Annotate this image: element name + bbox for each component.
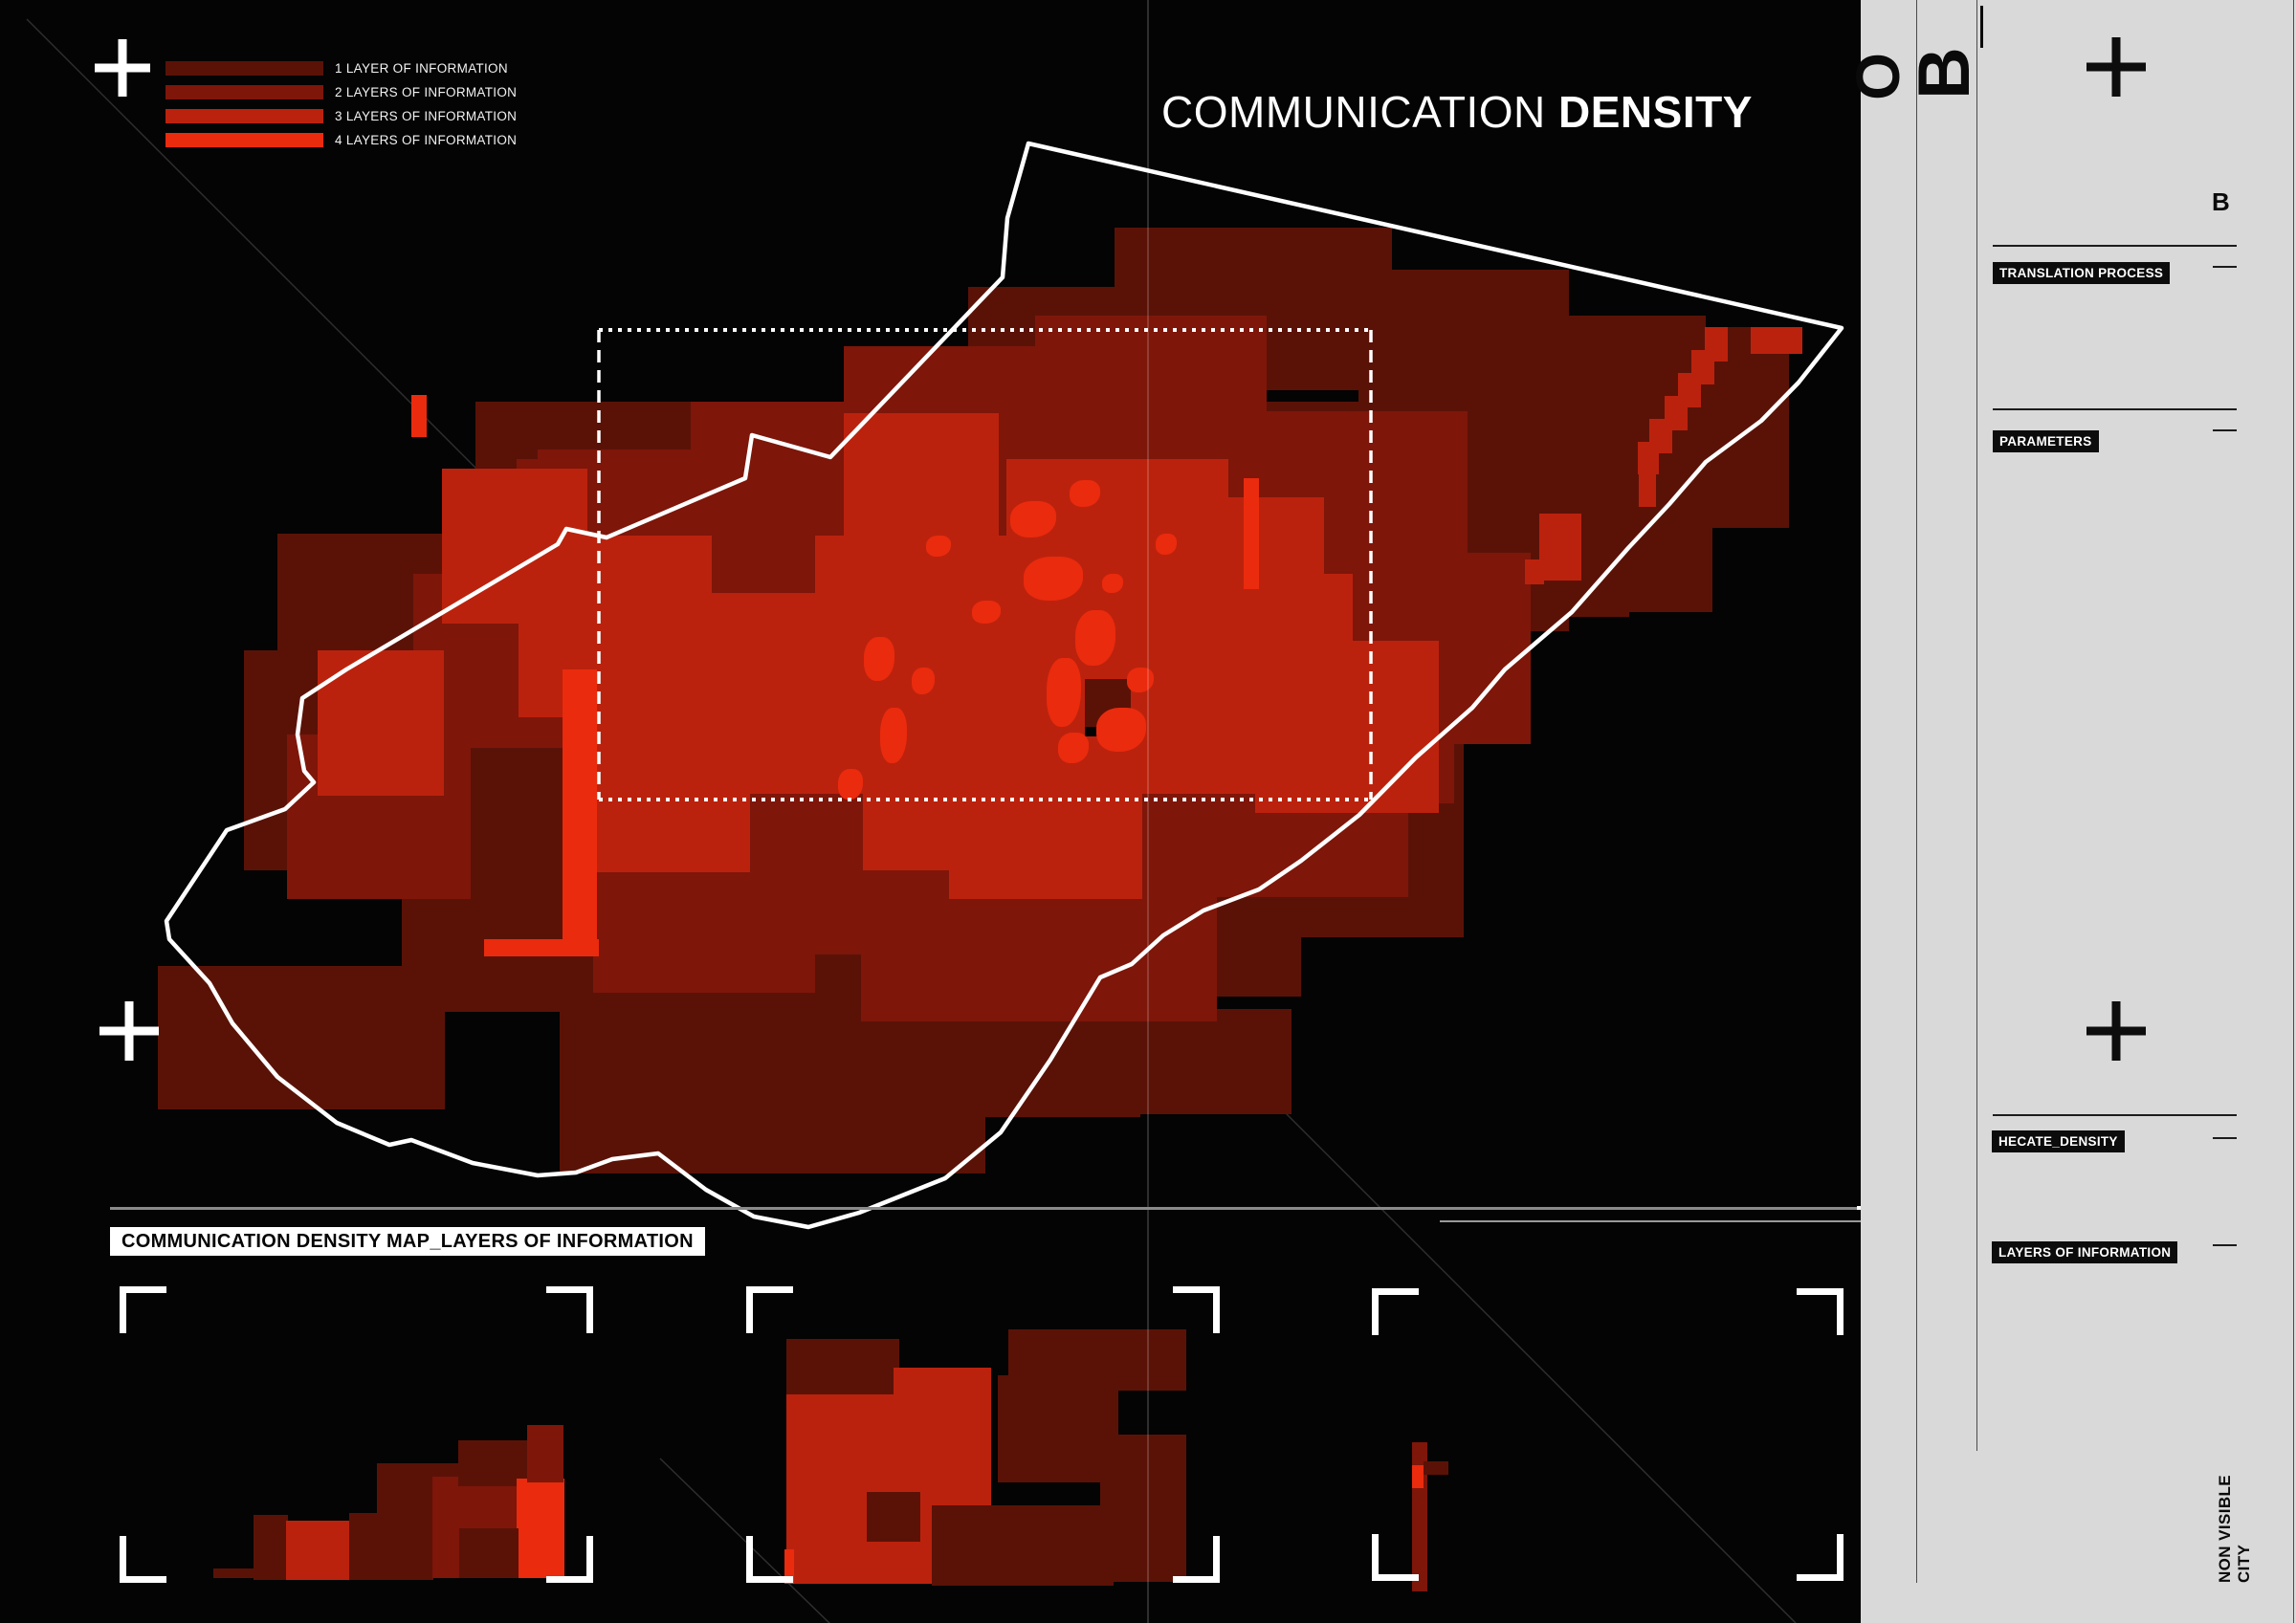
vertical-caption: NON VISIBLE CITY xyxy=(2216,1475,2255,1583)
bracket-corner-icon xyxy=(1372,1534,1419,1581)
legend-item: 2 LAYERS OF INFORMATION xyxy=(166,85,517,99)
legend-swatch xyxy=(166,85,323,99)
registration-cross-top-left xyxy=(95,39,150,97)
legend-swatch xyxy=(166,109,323,123)
density-block xyxy=(563,669,597,949)
bracket-corner-icon xyxy=(546,1536,593,1583)
density-block xyxy=(729,612,932,794)
registration-cross-left xyxy=(99,1001,159,1061)
footer-rule xyxy=(110,1207,1857,1210)
density-block xyxy=(1255,641,1439,813)
sidebar-label-hecate-density: HECATE_DENSITY xyxy=(1992,1130,2125,1152)
legend-label: 4 LAYERS OF INFORMATION xyxy=(335,133,518,147)
density-block xyxy=(411,395,427,437)
density-block xyxy=(1371,333,1419,362)
density-block xyxy=(1100,1009,1292,1114)
index-dash xyxy=(2213,266,2237,268)
legend-label: 3 LAYERS OF INFORMATION xyxy=(335,109,518,123)
minimap-block xyxy=(1424,1461,1448,1475)
index-dash xyxy=(2213,1244,2237,1246)
vertical-caption-line: NON VISIBLE xyxy=(2216,1474,2234,1583)
legend-item: 1 LAYER OF INFORMATION xyxy=(166,61,517,76)
density-block xyxy=(949,736,1142,899)
legend-label: 2 LAYERS OF INFORMATION xyxy=(335,85,518,99)
sidebar-label-parameters: PARAMETERS xyxy=(1993,430,2099,452)
section-label: COMMUNICATION DENSITY MAP_LAYERS OF INFO… xyxy=(110,1227,705,1256)
legend: 1 LAYER OF INFORMATION 2 LAYERS OF INFORM… xyxy=(166,61,517,147)
registration-cross-sidebar-bottom xyxy=(2086,1001,2146,1061)
bracket-corner-icon xyxy=(1173,1536,1220,1583)
minimap-block xyxy=(459,1528,519,1578)
divider-line xyxy=(1993,408,2237,410)
marker-letter-b: B xyxy=(2212,187,2230,216)
sidebar-edge-line xyxy=(2293,0,2294,1623)
legend-swatch xyxy=(166,133,323,147)
density-block xyxy=(1244,478,1259,589)
bracket-corner-icon xyxy=(1797,1534,1843,1581)
density-block xyxy=(318,650,444,796)
vertical-letter-b: B xyxy=(1903,46,1985,99)
density-block xyxy=(484,939,599,956)
minimap-block xyxy=(349,1513,433,1580)
minimap-block xyxy=(517,1479,564,1578)
map-canvas xyxy=(26,0,1844,1623)
divider-line xyxy=(1993,1114,2237,1116)
tick-mark xyxy=(1980,6,1983,48)
minimap-block xyxy=(254,1515,288,1580)
vertical-caption-line: CITY xyxy=(2235,1544,2254,1583)
density-block xyxy=(158,966,445,1109)
minimap-block xyxy=(286,1521,350,1580)
minimap-block xyxy=(990,1523,1186,1582)
bracket-corner-icon xyxy=(120,1536,166,1583)
divider-line xyxy=(1993,245,2237,247)
minimap-frame xyxy=(1372,1288,1843,1581)
density-block xyxy=(1751,327,1802,354)
legend-item: 3 LAYERS OF INFORMATION xyxy=(166,109,517,123)
legend-item: 4 LAYERS OF INFORMATION xyxy=(166,133,517,147)
density-block xyxy=(1569,497,1712,612)
density-block xyxy=(442,469,587,624)
density-block xyxy=(1433,572,1476,631)
bracket-corner-icon xyxy=(1173,1286,1220,1333)
page-title: COMMUNICATION DENSITY xyxy=(1161,86,1753,138)
bracket-corner-icon xyxy=(746,1536,793,1583)
density-block xyxy=(1639,457,1656,507)
minimap-block xyxy=(527,1425,563,1482)
density-block xyxy=(585,708,750,872)
minimap-block xyxy=(1100,1435,1186,1526)
minimap-block xyxy=(784,1549,794,1584)
bracket-corner-icon xyxy=(120,1286,166,1333)
index-dash xyxy=(2213,1137,2237,1139)
bracket-corner-icon xyxy=(1797,1288,1843,1335)
sidebar-grid-line xyxy=(1916,0,1917,1583)
minimap-frame xyxy=(746,1286,1220,1583)
lower-guide-rule xyxy=(1440,1220,2237,1222)
minimap-frame xyxy=(120,1286,593,1583)
sidebar-panel xyxy=(1861,0,2296,1623)
legend-label: 1 LAYER OF INFORMATION xyxy=(335,61,508,76)
bracket-corner-icon xyxy=(1372,1288,1419,1335)
bracket-corner-icon xyxy=(746,1286,793,1333)
bracket-corner-icon xyxy=(546,1286,593,1333)
legend-swatch xyxy=(166,61,323,76)
density-block xyxy=(1539,514,1581,581)
density-block xyxy=(844,413,999,537)
minimap-block xyxy=(213,1568,271,1578)
registration-cross-sidebar-top xyxy=(2086,37,2146,97)
title-regular: COMMUNICATION xyxy=(1161,87,1559,137)
index-dash xyxy=(2213,429,2237,431)
sidebar-grid-line xyxy=(1976,0,1977,1451)
minimap-block xyxy=(1412,1465,1424,1488)
sidebar-label-layers-of-information: LAYERS OF INFORMATION xyxy=(1992,1241,2178,1263)
sidebar-label-translation-process: TRANSLATION PROCESS xyxy=(1993,262,2171,284)
vertical-letter-o: O xyxy=(1843,53,1912,100)
minimap-block xyxy=(867,1492,920,1542)
minimap-block xyxy=(998,1375,1118,1482)
title-bold: DENSITY xyxy=(1558,87,1753,137)
density-block xyxy=(1525,559,1544,584)
